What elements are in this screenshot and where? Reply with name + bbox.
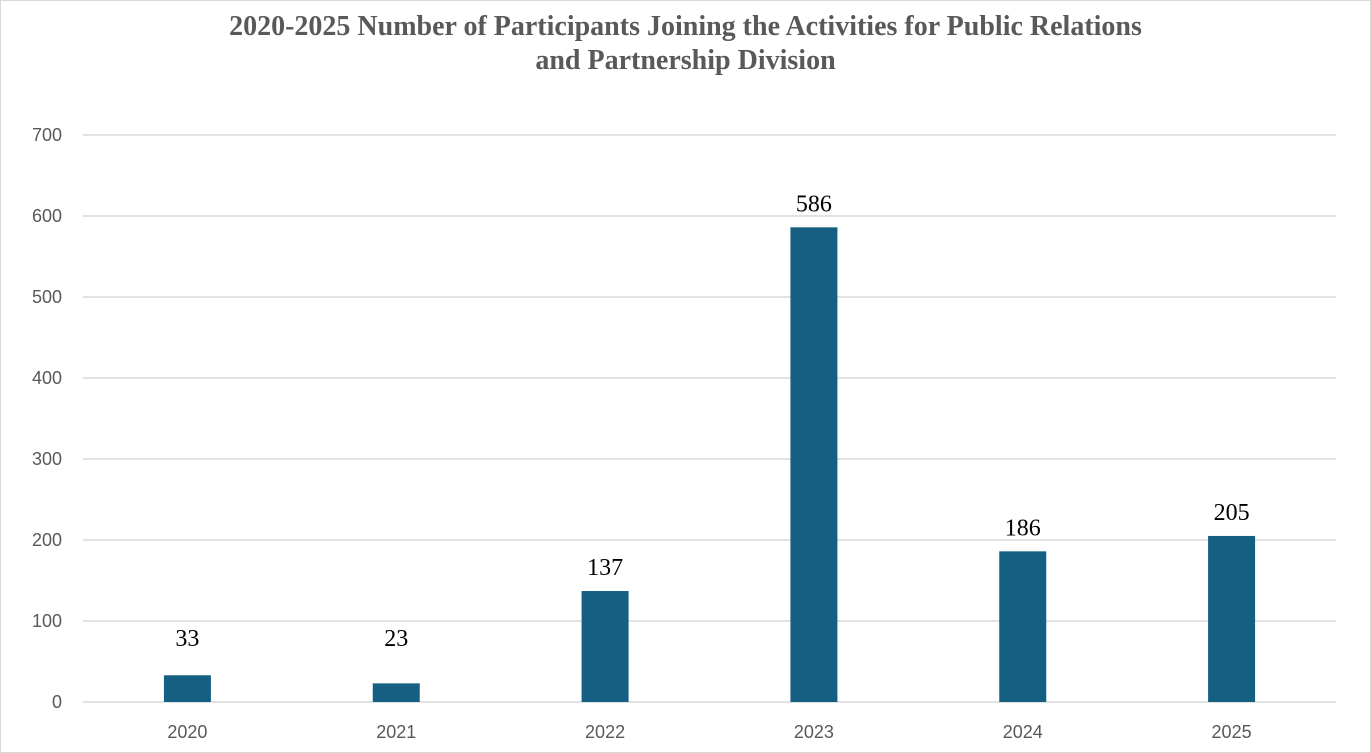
x-tick-label-2025: 2025	[1212, 722, 1252, 742]
bar-2021	[372, 683, 420, 702]
y-tick-label: 100	[32, 611, 62, 631]
y-tick-label: 700	[32, 125, 62, 145]
y-tick-label: 600	[32, 206, 62, 226]
x-tick-label-2020: 2020	[167, 722, 207, 742]
x-tick-label-2022: 2022	[585, 722, 625, 742]
y-tick-label: 400	[32, 368, 62, 388]
gridlines	[83, 134, 1336, 703]
data-label-2021: 23	[384, 626, 408, 652]
data-label-2024: 186	[1005, 515, 1041, 541]
x-tick-label-2021: 2021	[376, 722, 416, 742]
y-axis-ticks: 0 100 200 300 400 500 600 700	[32, 125, 62, 712]
data-label-2022: 137	[587, 555, 623, 581]
x-tick-label-2024: 2024	[1003, 722, 1043, 742]
data-label-2025: 205	[1214, 500, 1250, 526]
data-label-2020: 33	[175, 626, 199, 652]
x-axis-ticks: 2020 2021 2022 2023 2024 2025	[167, 722, 1251, 742]
chart-title-line-1: 2020-2025 Number of Participants Joining…	[229, 11, 1142, 42]
bar-2020	[163, 675, 211, 702]
bar-2022	[581, 591, 629, 702]
data-labels: 33 23 137 586 186 205	[175, 191, 1249, 652]
y-tick-label: 500	[32, 287, 62, 307]
y-tick-label: 0	[52, 692, 62, 712]
x-tick-label-2023: 2023	[794, 722, 834, 742]
data-label-2023: 586	[796, 191, 832, 217]
chart-title-line-2: and Partnership Division	[535, 45, 836, 76]
chart-title: 2020-2025 Number of Participants Joining…	[0, 10, 1371, 78]
y-tick-label: 200	[32, 530, 62, 550]
bar-2025	[1208, 535, 1256, 702]
bar-2024	[999, 551, 1047, 702]
bar-2023	[790, 227, 838, 702]
bars	[163, 227, 1256, 702]
y-tick-label: 300	[32, 449, 62, 469]
